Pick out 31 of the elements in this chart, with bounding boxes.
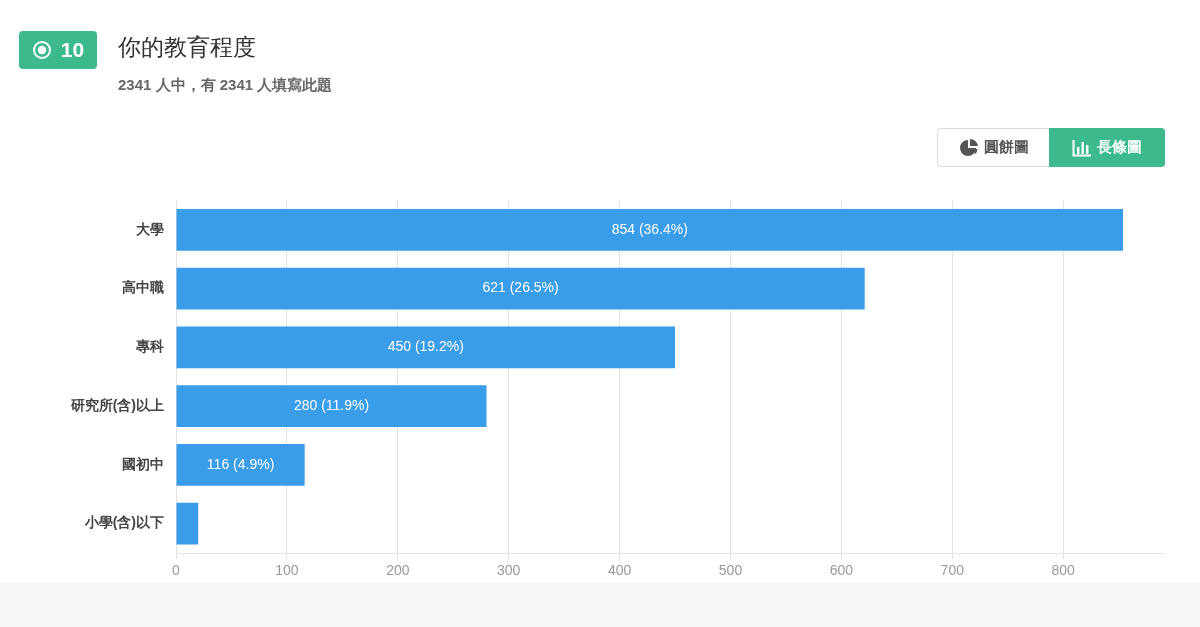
bar <box>176 502 199 545</box>
y-tick-label: 高中職 <box>122 279 164 296</box>
x-tick-label: 100 <box>275 562 299 579</box>
chart-title: 你的教育程度 <box>118 33 256 62</box>
x-tick-label: 800 <box>1051 562 1076 579</box>
data-label: 280 (11.9%) <box>293 396 370 413</box>
x-tick-label: 600 <box>829 562 854 579</box>
data-label: 621 (26.5%) <box>482 279 559 296</box>
chart-subtitle: 2341 人中，有 2341 人填寫此題 <box>118 75 333 95</box>
bar <box>176 326 676 369</box>
y-tick-label: 研究所(含)以上 <box>69 396 164 413</box>
y-tick-label: 國初中 <box>122 455 164 472</box>
bar <box>176 267 865 310</box>
data-label: 450 (19.2%) <box>387 338 464 355</box>
number-badge: 10 <box>19 31 97 69</box>
y-tick-label: 大學 <box>136 220 164 237</box>
x-tick-label: 300 <box>497 562 521 579</box>
y-tick-label: 專科 <box>135 338 164 355</box>
x-tick-label: 400 <box>607 562 632 579</box>
bar <box>176 443 305 486</box>
chart-button: 長條圖 <box>1049 128 1165 167</box>
x-tick-label: 500 <box>718 562 743 579</box>
bar <box>176 208 1124 251</box>
x-tick-label: 700 <box>940 562 965 579</box>
x-tick-label: 0 <box>172 562 181 579</box>
bar <box>176 385 487 427</box>
pie-chart-button: 圓餅圖 <box>937 128 1049 167</box>
x-tick-label: 200 <box>386 562 410 579</box>
data-label: 854 (36.4%) <box>611 220 688 237</box>
data-label: 116 (4.9%) <box>206 455 275 472</box>
y-tick-label: 小學(含)以下 <box>83 514 164 531</box>
